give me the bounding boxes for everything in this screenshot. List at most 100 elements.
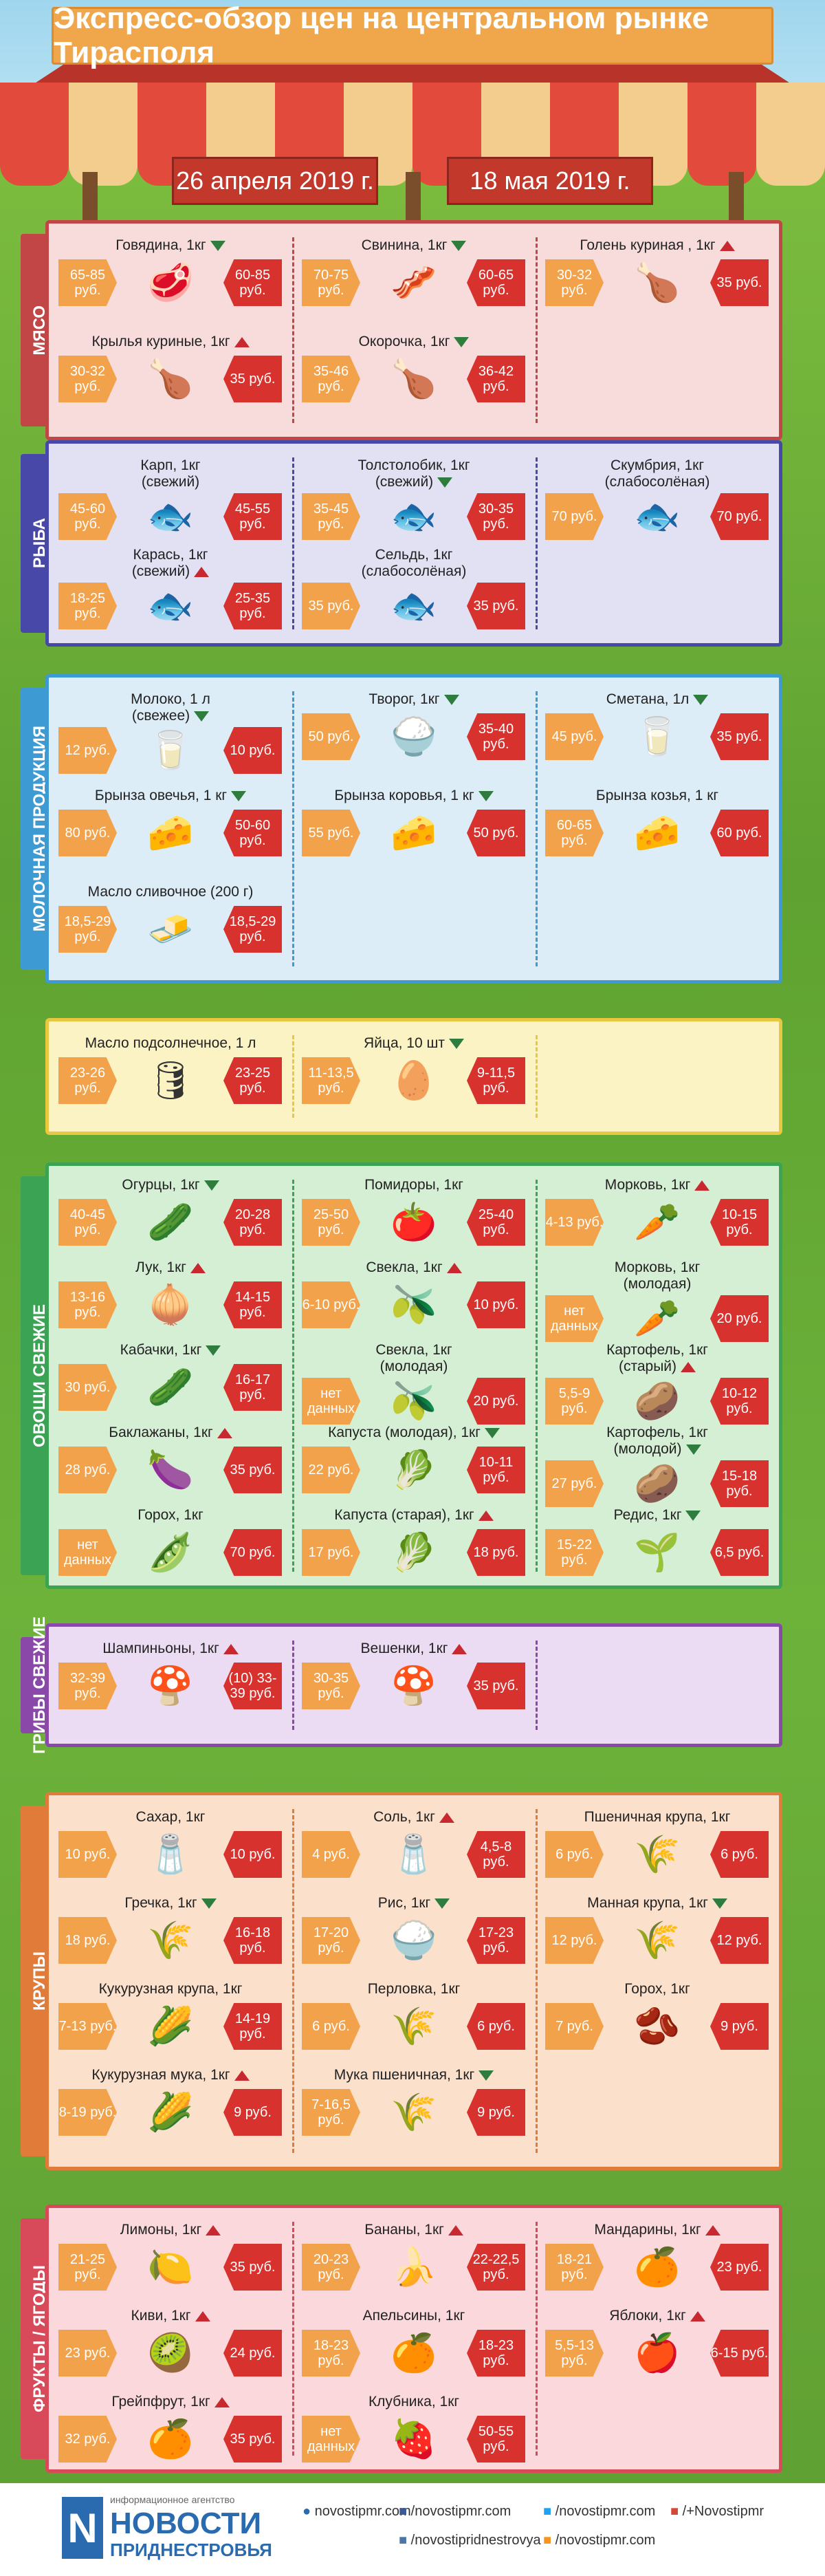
price-old: 13-16 руб. [58,1281,117,1328]
stall-post [82,172,98,227]
gplus-link[interactable]: ■ /+Novostipmr [670,2504,764,2520]
price-new: 50 руб. [467,810,525,856]
price-item: Горох, 1кг 7 руб. 🫘 9 руб. [536,1981,779,2067]
barley-icon: 🌾 [390,2005,437,2047]
item-name-text: Капуста (молодая), 1кг [328,1425,481,1440]
column-divider [292,1035,294,1118]
stall-post [729,172,744,227]
column-divider [292,237,294,423]
onion-icon: 🧅 [147,1284,194,1325]
gplus-text: /+Novostipmr [682,2504,764,2519]
kiwi-icon: 🥝 [147,2332,194,2374]
item-name: Масло сливочное (200 г) [49,884,292,900]
item-name-text: Карась, 1кг (свежий) [131,547,208,580]
arrow-down-icon [231,790,247,801]
item-name: Брынза козья, 1 кг [536,788,779,804]
price-item: Окорочка, 1кг 35-46 руб. 🍗 36-42 руб. [292,334,536,430]
item-name: Мандарины, 1кг [536,2222,779,2238]
price-item: Сахар, 1кг 10 руб. 🧂 10 руб. [49,1809,292,1895]
item-name-text: Грейпфрут, 1кг [111,2394,210,2410]
price-item: Толстолобик, 1кг (свежий) 35-45 руб. 🐟 30-3… [292,457,536,547]
item-name: Вешенки, 1кг [292,1641,536,1657]
item-name-text: Сахар, 1кг [135,1809,206,1825]
arrow-up-icon [694,1180,710,1191]
item-name-text: Соль, 1кг [373,1809,435,1825]
price-item: Брынза коровья, 1 кг 55 руб. 🧀 50 руб. [292,788,536,884]
beef-icon: 🥩 [147,261,194,303]
price-item: Клубника, 1кг нет данных 🍓 50-55 руб. [292,2394,536,2480]
item-name: Яйца, 10 шт [292,1035,536,1052]
section-2: Молоко, 1 л (свежее) 12 руб. 🥛 10 руб. Творо… [45,674,782,984]
price-new: 60 руб. [710,810,769,856]
champignon-icon: 🍄 [147,1665,194,1707]
facebook-link[interactable]: ■ /novostipmr.com [399,2504,511,2520]
arrow-up-icon [452,1643,468,1654]
apple-icon: 🍎 [634,2332,681,2374]
section-5: Шампиньоны, 1кг 32-39 руб. 🍄 (10) 33-39 руб… [45,1623,782,1747]
column-divider [292,2222,294,2456]
price-item: Скумбрия, 1кг (слабосолёная) 70 руб. 🐟 70 р… [536,457,779,547]
price-old: 45-60 руб. [58,493,117,540]
arrow-down-icon [454,336,470,347]
item-name: Капуста (молодая), 1кг [292,1425,536,1441]
item-name: Апельсины, 1кг [292,2308,536,2324]
sheep-cheese-icon: 🧀 [147,812,194,854]
price-new: 36-42 руб. [467,356,525,402]
item-name: Клубника, 1кг [292,2394,536,2410]
item-name-text: Окорочка, 1кг [358,334,450,349]
ok-link[interactable]: ■ /novostipmr.com [543,2533,655,2548]
peas-icon: 🫛 [147,1531,194,1573]
price-new: 14-19 руб. [223,2003,282,2050]
price-item: Гречка, 1кг 18 руб. 🌾 16-18 руб. [49,1895,292,1981]
young-beet-icon: 🫒 [390,1380,437,1422]
item-name: Творог, 1кг [292,691,536,708]
item-name-text: Сельдь, 1кг (слабосолёная) [361,547,467,580]
vk-link[interactable]: ■ /novostipridnestrovya [399,2533,541,2548]
price-new: 9 руб. [467,2089,525,2136]
price-item: Вешенки, 1кг 30-35 руб. 🍄 35 руб. [292,1641,536,1737]
item-name-text: Помидоры, 1кг [364,1177,463,1193]
ok-icon: ■ [543,2533,552,2548]
price-new: 15-18 руб. [710,1460,769,1507]
price-new: 10 руб. [223,1831,282,1878]
price-new: 45-55 руб. [223,493,282,540]
price-item: Карп, 1кг (свежий) 45-60 руб. 🐟 45-55 руб. [49,457,292,547]
site-link[interactable]: ● novostipmr.com [302,2504,411,2520]
item-name-text: Творог, 1кг [368,691,440,707]
item-name-text: Клубника, 1кг [368,2394,460,2410]
arrow-down-icon [204,1180,219,1191]
sour-cream-icon: 🥛 [634,715,681,757]
price-old: нет данных [302,1378,360,1425]
price-old: 5,5-9 руб. [545,1378,604,1425]
price-new: 35 руб. [467,583,525,629]
sunflower-oil-icon: 🛢 [146,1059,195,1101]
price-new: 10 руб. [223,727,282,774]
item-name: Морковь, 1кг [536,1177,779,1193]
arrow-up-icon [206,2225,221,2236]
price-new: 12 руб. [710,1917,769,1964]
arrow-down-icon [693,694,709,705]
item-name: Карп, 1кг (свежий) [49,457,292,490]
cottage-cheese-icon: 🍚 [390,715,437,757]
arrow-up-icon [719,240,735,251]
mackerel-icon: 🐟 [634,495,681,537]
price-item: Крылья куриные, 1кг 30-32 руб. 🍗 35 руб. [49,334,292,430]
price-new: 9 руб. [710,2003,769,2050]
cow-cheese-icon: 🧀 [390,812,437,854]
vk-text: /novostipridnestrovya [410,2533,541,2548]
column-divider [292,1641,294,1730]
price-new: 17-23 руб. [467,1917,525,1964]
price-item: Брынза овечья, 1 кг 80 руб. 🧀 50-60 руб. [49,788,292,884]
arrow-up-icon [194,567,210,578]
price-item: Кукурузная мука, 1кг 8-19 руб. 🌽 9 руб. [49,2067,292,2153]
date-left: 26 апреля 2019 г. [172,157,378,205]
price-new: 60-85 руб. [223,259,282,306]
price-old: 6 руб. [302,2003,360,2050]
arrow-down-icon [206,1345,221,1356]
cabbage-icon: 🥬 [390,1531,437,1573]
strawberry-icon: 🍓 [390,2418,437,2460]
price-old: 70-75 руб. [302,259,360,306]
twitter-link[interactable]: ■ /novostipmr.com [543,2504,655,2520]
section-4: Огурцы, 1кг 40-45 руб. 🥒 20-28 руб. Помидоры… [45,1162,782,1589]
chicken-thigh-icon: 🍗 [390,358,437,400]
